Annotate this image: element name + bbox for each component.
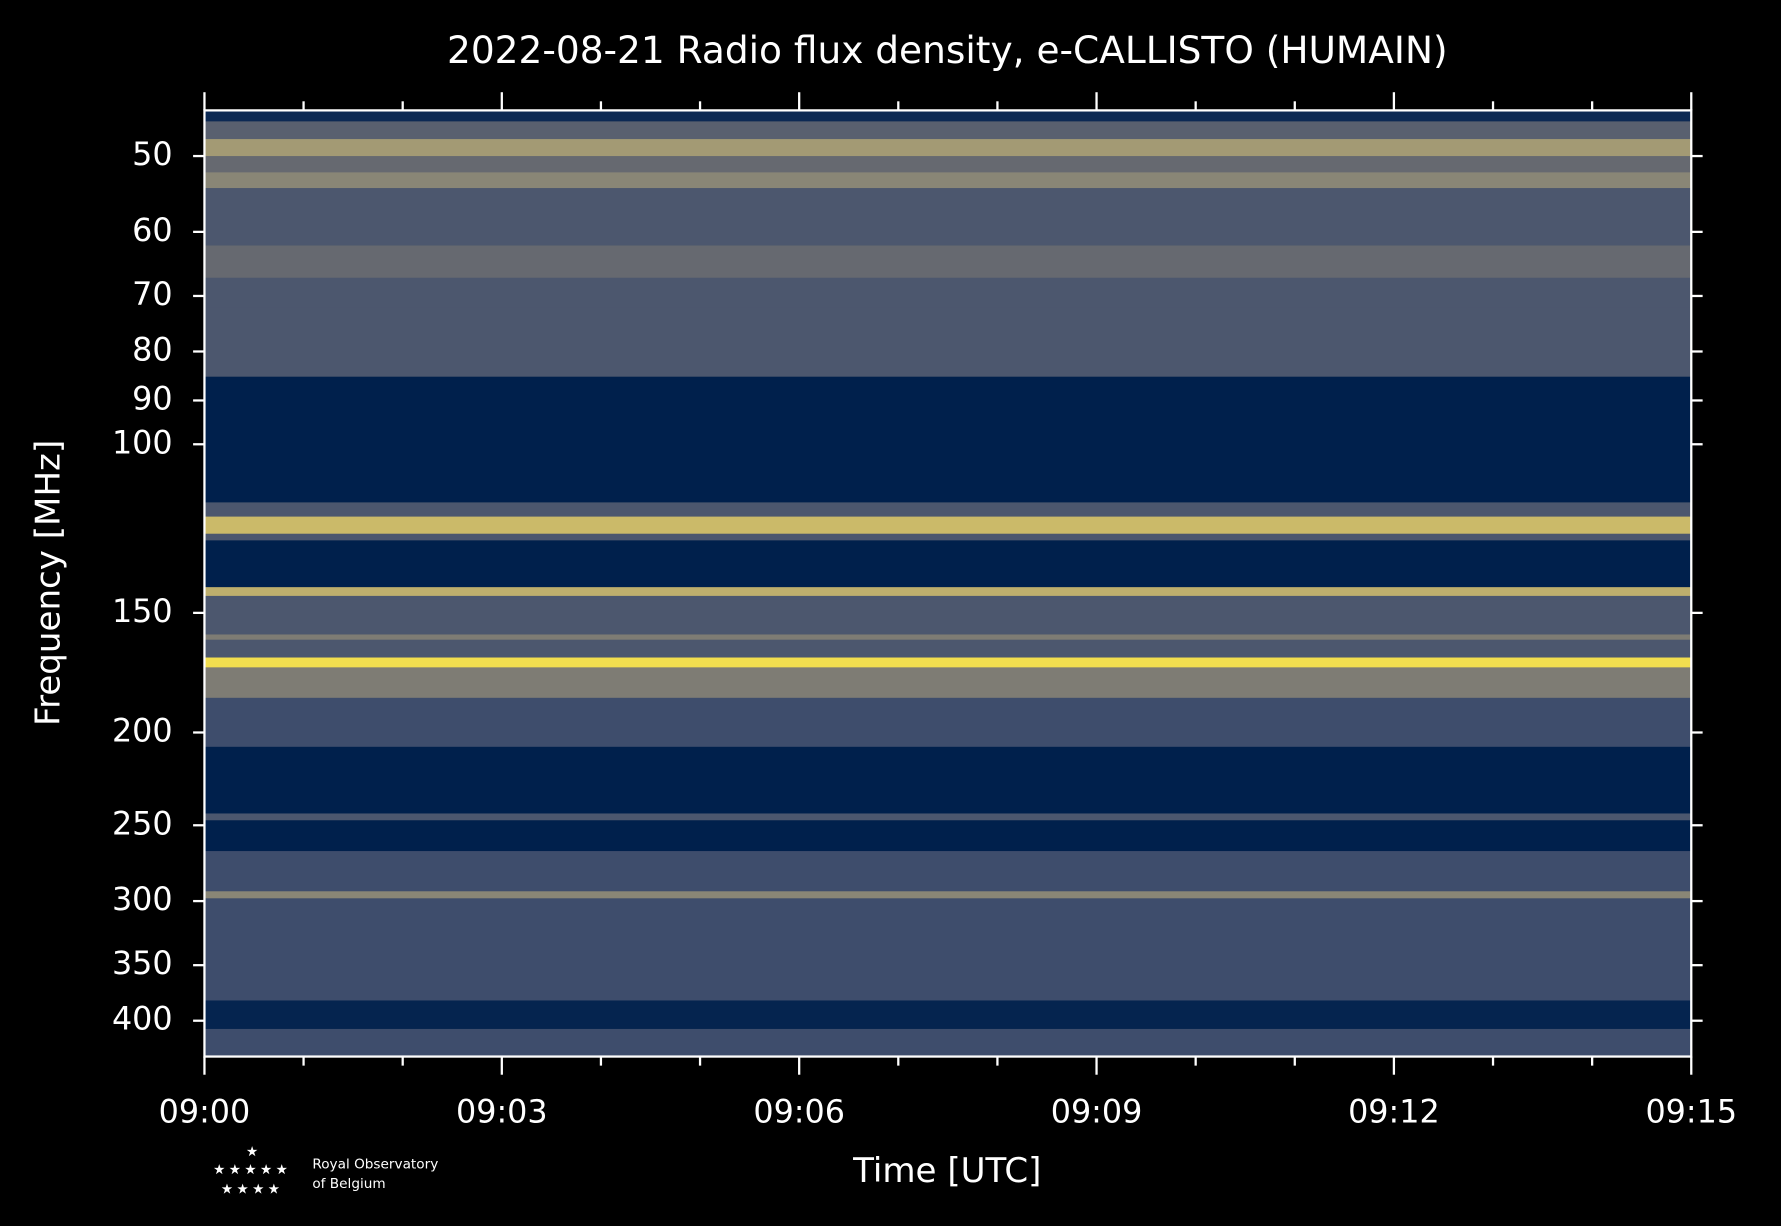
- y-tick-label: 200: [112, 712, 173, 749]
- spectrogram-band: [204, 376, 1692, 503]
- y-tick-label: 80: [132, 331, 172, 368]
- y-axis-label: Frequency [MHz]: [28, 440, 68, 726]
- spectrogram-band: [204, 277, 1692, 309]
- spectrogram-band: [204, 121, 1692, 140]
- spectrogram-band: [204, 891, 1692, 899]
- spectrogram-band: [204, 540, 1692, 588]
- spectrogram-band: [204, 1000, 1692, 1030]
- spectrogram-band: [204, 139, 1692, 157]
- spectrogram-band: [204, 813, 1692, 821]
- spectrogram-band: [204, 639, 1692, 659]
- spectrogram-band: [204, 851, 1692, 892]
- y-tick-label: 100: [112, 424, 173, 461]
- spectrogram-band: [204, 746, 1692, 815]
- spectrogram-band: [204, 820, 1692, 852]
- logo-star: ★★★★★: [213, 1162, 291, 1178]
- spectrogram-band: [204, 657, 1692, 668]
- logo-star: ★: [246, 1144, 258, 1160]
- spectrogram-band: [204, 634, 1692, 641]
- y-tick-label: 70: [132, 276, 172, 313]
- y-tick-label: 300: [112, 881, 173, 918]
- spectrogram-band: [204, 587, 1692, 597]
- spectrogram-band: [204, 898, 1692, 1002]
- chart-title: 2022-08-21 Radio flux density, e-CALLIST…: [447, 28, 1448, 72]
- logo-text: Royal Observatory: [312, 1156, 438, 1172]
- logo: ★ ★★★★★ ★★★★ Royal Observatory of Belgiu…: [213, 1144, 438, 1197]
- spectrogram-band: [204, 110, 1692, 122]
- x-tick-label: 09:15: [1645, 1093, 1737, 1130]
- spectrogram-band: [204, 516, 1692, 535]
- y-tick-label: 400: [112, 1001, 173, 1038]
- spectrogram-band: [204, 697, 1692, 748]
- logo-star: ★★★★: [221, 1181, 284, 1197]
- y-tick-label: 50: [132, 136, 172, 173]
- x-tick-label: 09:09: [1051, 1093, 1143, 1130]
- x-axis-label: Time [UTC]: [852, 1151, 1041, 1191]
- spectrogram-band: [204, 667, 1692, 699]
- spectrogram-band: [204, 1028, 1692, 1058]
- y-tick-label: 250: [112, 805, 173, 842]
- spectrogram-band: [204, 156, 1692, 173]
- y-tick-label: 60: [132, 212, 172, 249]
- spectrogram-band: [204, 188, 1692, 247]
- spectrogram-band: [204, 245, 1692, 279]
- logo-text: of Belgium: [312, 1176, 385, 1192]
- spectrogram-band: [204, 595, 1692, 636]
- x-tick-label: 09:00: [159, 1093, 251, 1130]
- x-tick-label: 09:12: [1348, 1093, 1440, 1130]
- spectrogram-band: [204, 172, 1692, 189]
- spectrogram-band: [204, 307, 1692, 378]
- x-tick-label: 09:03: [456, 1093, 548, 1130]
- plot-area: [204, 110, 1692, 1058]
- spectrogram-band: [204, 502, 1692, 518]
- y-tick-label: 350: [112, 945, 173, 982]
- spectrogram-band: [204, 533, 1692, 541]
- x-tick-label: 09:06: [753, 1093, 845, 1130]
- y-tick-label: 150: [112, 593, 173, 630]
- y-tick-label: 90: [132, 380, 172, 417]
- plot-frame: [203, 109, 1693, 1058]
